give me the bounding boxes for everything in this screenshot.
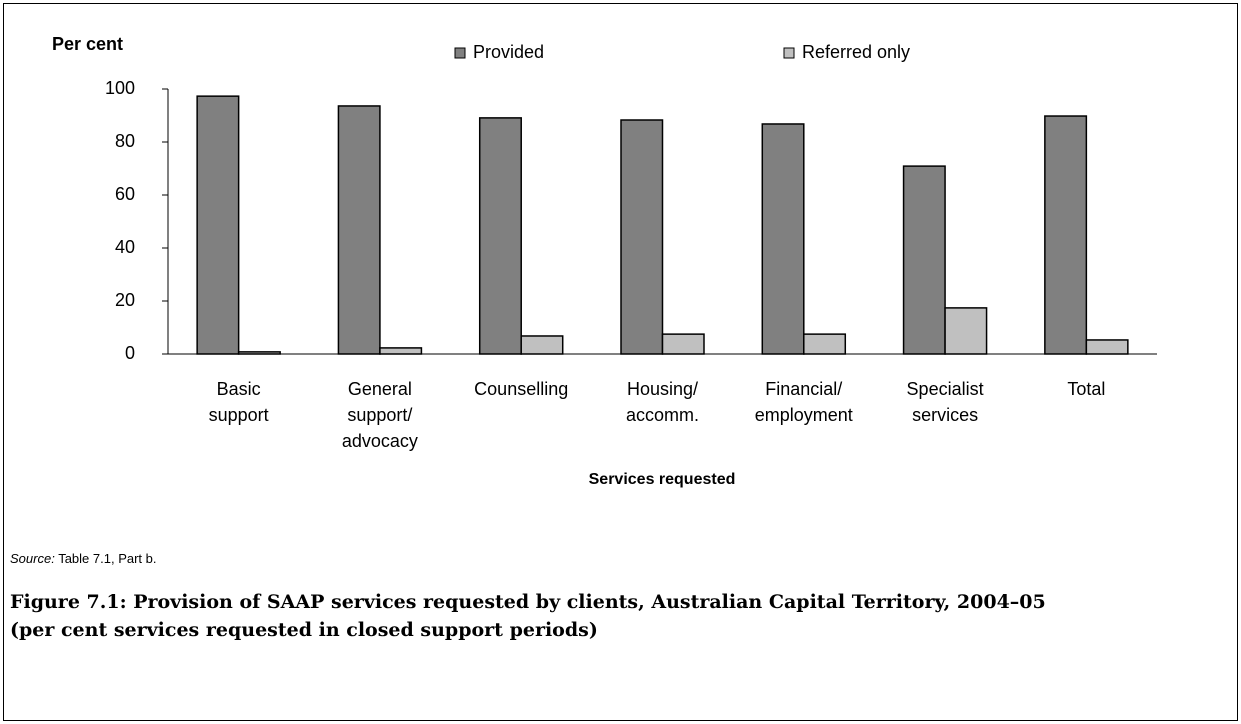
x-tick-label: support/ [347,405,412,425]
bar [803,333,847,355]
bar [620,119,664,355]
legend-swatch [454,47,466,59]
bar [944,307,988,355]
bar [761,123,805,355]
legend-label: Referred only [802,42,910,62]
legend-label: Provided [473,42,544,62]
x-axis-label: Services requested [589,471,736,488]
bar [337,105,381,355]
y-tick-label: 60 [115,184,135,204]
caption-line: Figure 7.1: Provision of SAAP services r… [10,591,1046,613]
x-tick-label: Financial/ [765,379,842,399]
y-tick-label: 40 [115,237,135,257]
x-tick-label: Basic [217,379,261,399]
x-tick-label: services [912,405,978,425]
bar [1085,339,1129,355]
x-tick-label: Specialist [907,379,984,399]
bar [661,333,705,355]
y-tick-label: 0 [125,343,135,363]
source: Source: Table 7.1, Part b. [10,551,156,566]
x-tick-label: advocacy [342,431,418,451]
source-text: Table 7.1, Part b. [58,551,156,566]
y-tick-label: 20 [115,290,135,310]
bar [1044,115,1088,355]
y-tick-label: 80 [115,131,135,151]
x-tick-label: support [209,405,269,425]
bar [379,347,423,355]
bar [237,351,281,355]
source-label: Source: [10,551,55,566]
y-tick-label: 100 [105,78,135,98]
legend-swatch [783,47,795,59]
bar [478,117,522,355]
x-tick-label: Counselling [474,379,568,399]
x-tick-label: accomm. [626,405,699,425]
x-tick-label: Total [1067,379,1105,399]
x-tick-label: General [348,379,412,399]
caption-line: (per cent services requested in closed s… [10,619,598,641]
bar [196,95,240,355]
x-tick-label: employment [755,405,853,425]
bar [520,335,564,355]
frame [3,3,1238,721]
bar [902,165,946,355]
y-axis-label: Per cent [52,34,123,54]
x-tick-label: Housing/ [627,379,698,399]
